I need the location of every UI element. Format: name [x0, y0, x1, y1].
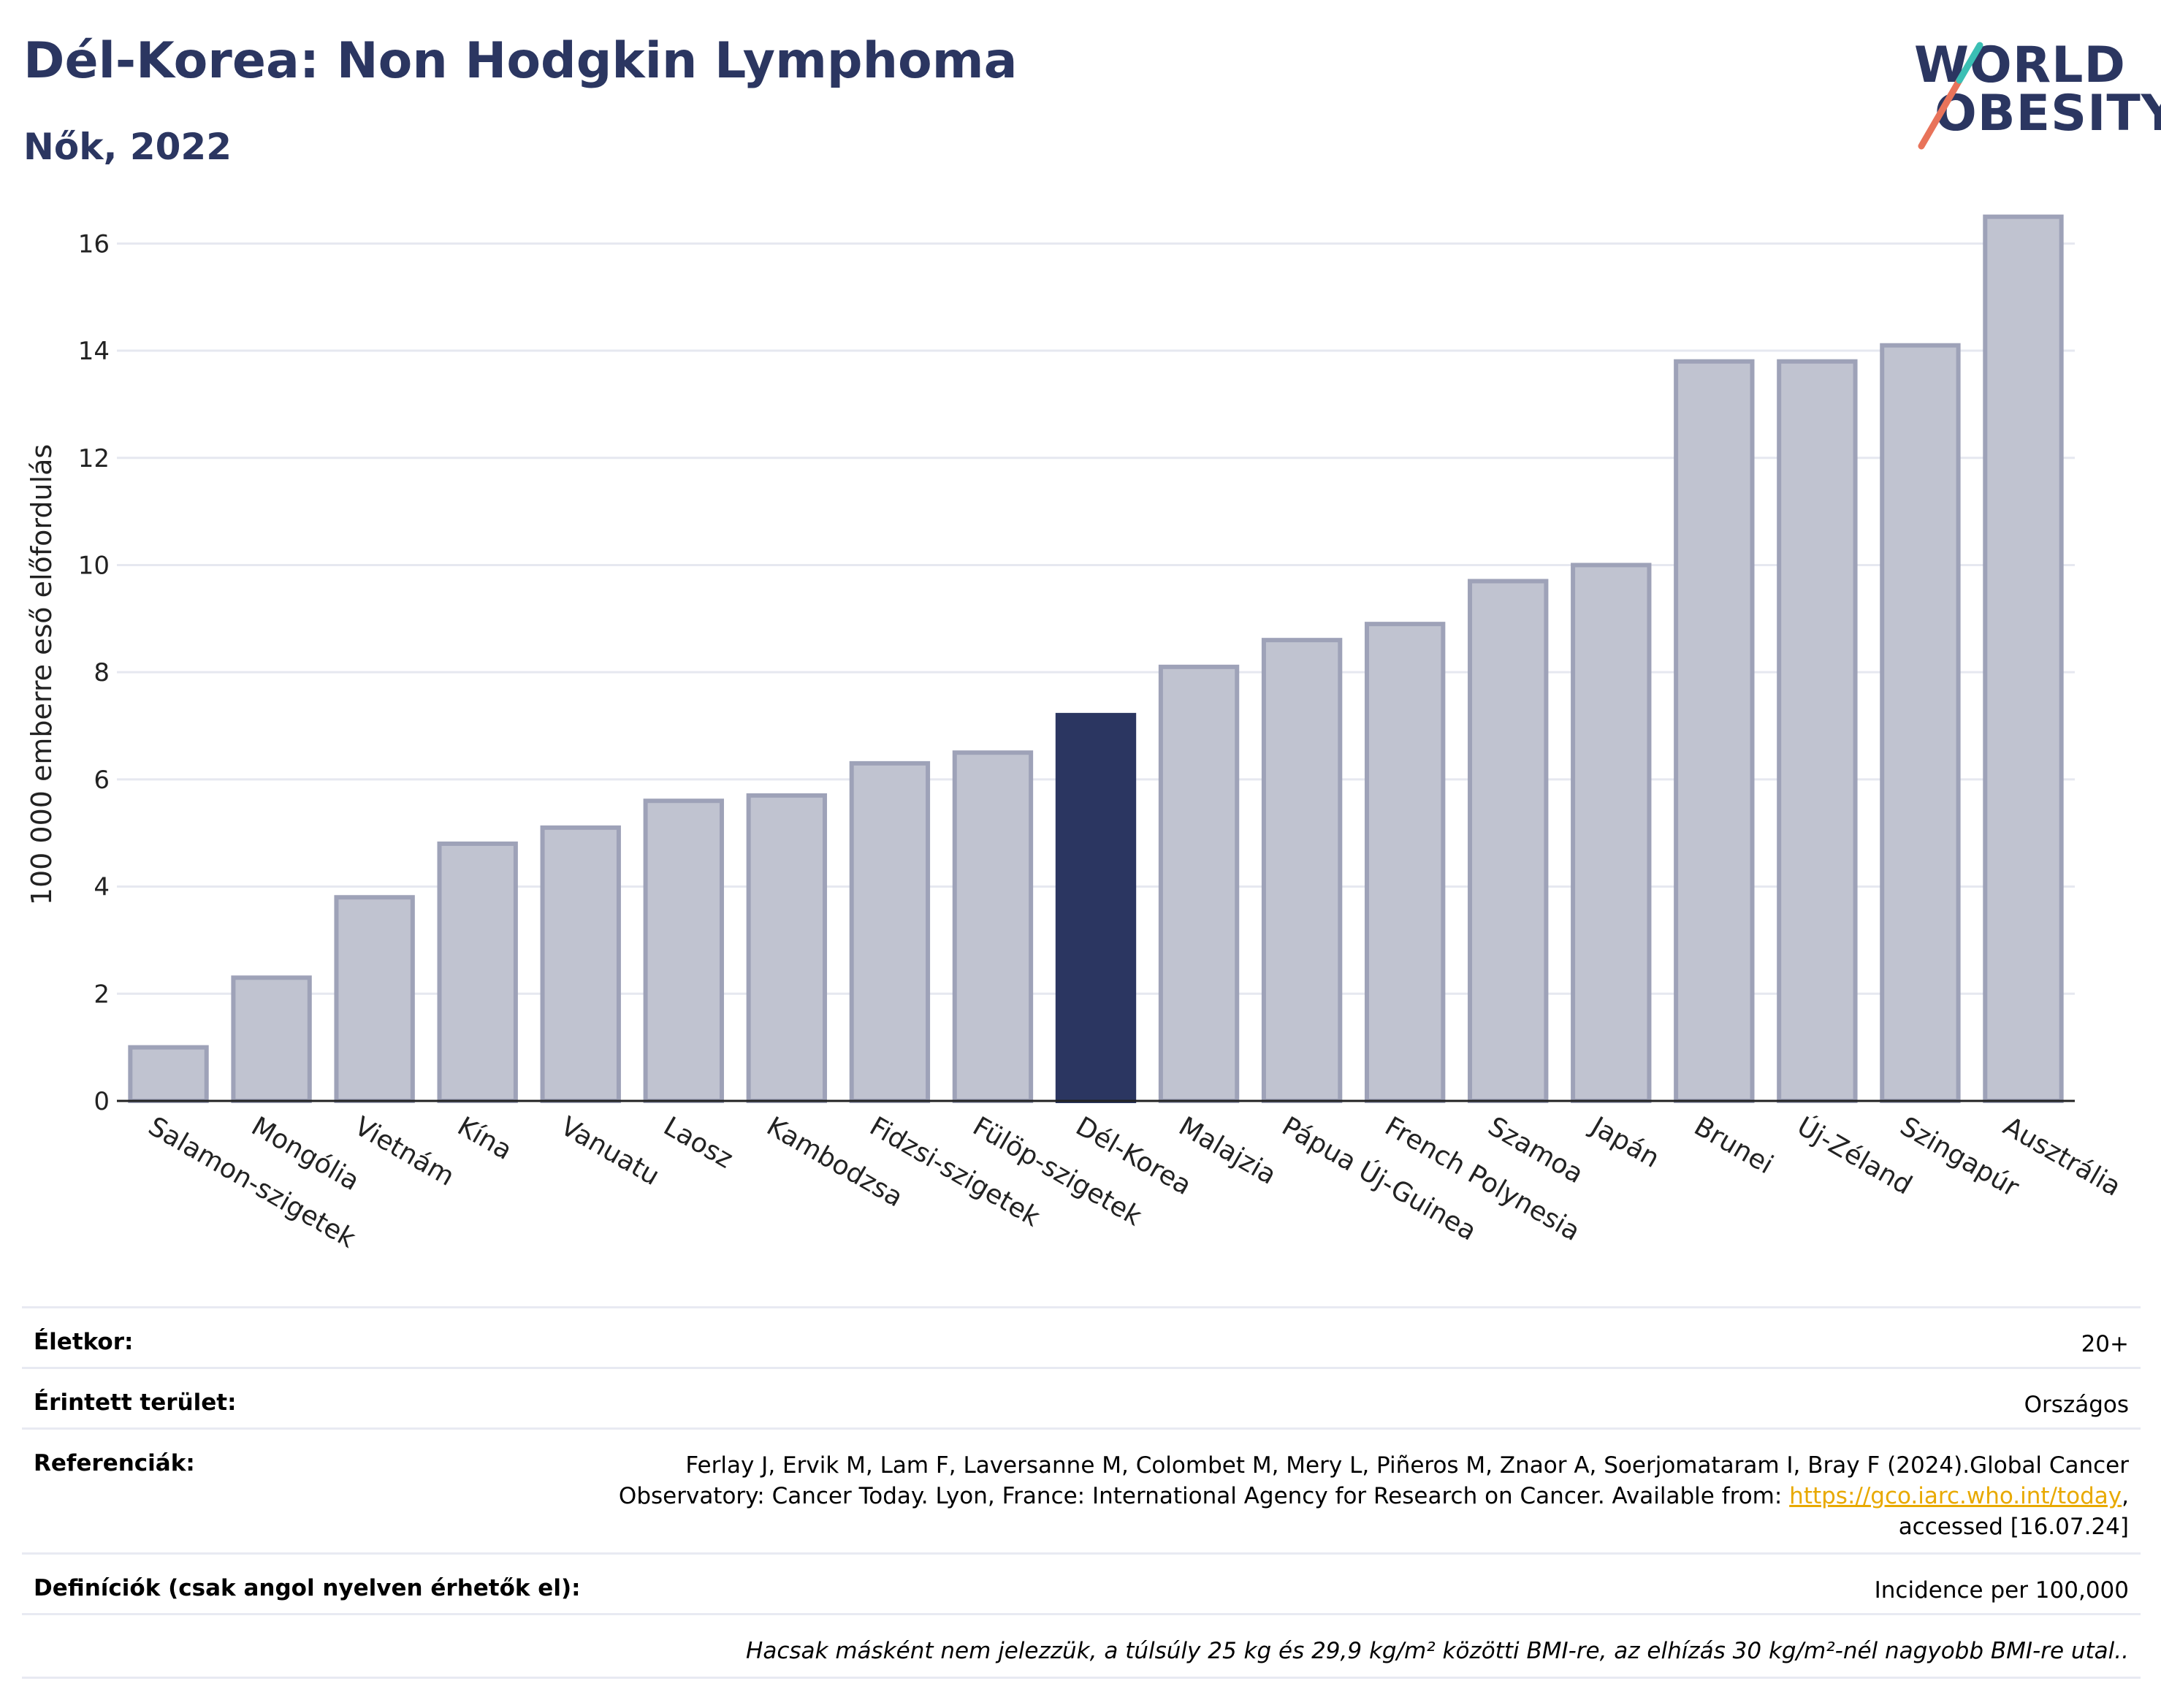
bar-6[interactable]: [746, 793, 828, 1103]
y-tick-label: 12: [78, 444, 110, 473]
y-tick-label: 14: [78, 337, 110, 366]
y-tick-label: 8: [94, 658, 110, 687]
page-subtitle: Nők, 2022: [23, 126, 232, 168]
bar-1[interactable]: [231, 975, 312, 1103]
bar-9[interactable]: [1055, 712, 1137, 1103]
meta-row-age: Életkor: 20+: [22, 1306, 2141, 1367]
y-tick-label: 6: [94, 766, 110, 795]
page-title: Dél-Korea: Non Hodgkin Lymphoma: [23, 32, 1018, 90]
reference-line-2-end: ,: [2122, 1483, 2129, 1509]
bar-13[interactable]: [1468, 579, 1549, 1103]
x-tick-label: Kína: [452, 1111, 517, 1166]
x-tick-label: Fülöp-szigetek: [967, 1111, 1146, 1232]
reference-line-1: Ferlay J, Ervik M, Lam F, Laversanne M, …: [685, 1452, 2129, 1479]
bar-4[interactable]: [540, 825, 621, 1104]
bar-chart: 0 2 4 6 8 10 12 14 16 Salamon-szigetekMongóliaVi…: [26, 214, 2126, 1254]
footnote: Hacsak másként nem jelezzük, a túlsúly 2…: [746, 1638, 2129, 1664]
x-tick-label: Új-Zéland: [1792, 1110, 1918, 1200]
definitions-value: Incidence per 100,000: [1874, 1577, 2129, 1604]
bar-18[interactable]: [1983, 214, 2064, 1103]
bar-17[interactable]: [1880, 343, 1961, 1104]
y-tick-label: 2: [94, 980, 110, 1009]
x-tick-label: Vanuatu: [555, 1111, 664, 1192]
x-tick-label: Vietnám: [349, 1111, 459, 1192]
logo-text-world: WORLD: [1914, 37, 2126, 94]
y-tick-label: 0: [94, 1087, 110, 1116]
y-tick-label: 4: [94, 873, 110, 902]
bar-12[interactable]: [1364, 622, 1446, 1103]
references-label: Referenciák:: [34, 1450, 195, 1476]
x-tick-label: Fidzsi-szigetek: [864, 1111, 1045, 1232]
meta-row-area: Érintett terület: Országos: [22, 1367, 2141, 1427]
bar-15[interactable]: [1674, 359, 1755, 1103]
logo-slash-icon: [1918, 42, 1983, 150]
age-value: 20+: [2081, 1331, 2129, 1357]
references-value: Ferlay J, Ervik M, Lam F, Laversanne M, …: [619, 1450, 2129, 1542]
meta-row-note: Hacsak másként nem jelezzük, a túlsúly 2…: [22, 1613, 2141, 1679]
x-tick-label: Japán: [1585, 1110, 1664, 1174]
reference-line-3: accessed [16.07.24]: [1898, 1514, 2129, 1540]
age-label: Életkor:: [34, 1329, 134, 1355]
x-tick-label: Laosz: [658, 1111, 738, 1174]
bar-11[interactable]: [1261, 638, 1343, 1103]
bar-3[interactable]: [437, 841, 518, 1103]
area-value: Országos: [2024, 1392, 2129, 1418]
bar-14[interactable]: [1571, 563, 1652, 1103]
bar-10[interactable]: [1158, 664, 1240, 1103]
logo-text-obesity: OBESITY: [1935, 85, 2161, 142]
bar-2[interactable]: [334, 895, 415, 1103]
metadata-table: Életkor: 20+ Érintett terület: Országos …: [22, 1306, 2141, 1679]
chart-bars: [128, 214, 2064, 1104]
definitions-label: Definíciók (csak angol nyelven érhetők e…: [34, 1575, 581, 1601]
bar-16[interactable]: [1777, 359, 1858, 1103]
y-tick-label: 10: [78, 551, 110, 580]
meta-row-references: Referenciák: Ferlay J, Ervik M, Lam F, L…: [22, 1427, 2141, 1552]
y-axis-label: 100 000 emberre eső előfordulás: [26, 444, 58, 905]
y-tick-label: 16: [78, 229, 110, 259]
x-tick-label: Pápua Új-Guinea: [1277, 1110, 1482, 1246]
bar-5[interactable]: [643, 798, 724, 1103]
x-tick-label: Brunei: [1689, 1111, 1778, 1180]
bar-7[interactable]: [849, 760, 931, 1103]
x-tick-label: Ausztrália: [1998, 1111, 2126, 1202]
y-axis-ticks: 0 2 4 6 8 10 12 14 16: [78, 229, 110, 1116]
bar-0[interactable]: [128, 1045, 209, 1104]
meta-row-definitions: Definíciók (csak angol nyelven érhetők e…: [22, 1552, 2141, 1613]
area-label: Érintett terület:: [34, 1389, 237, 1416]
bar-8[interactable]: [952, 750, 1034, 1104]
world-obesity-logo: WORLD OBESITY: [1899, 29, 2161, 161]
reference-link[interactable]: https://gco.iarc.who.int/today: [1789, 1483, 2122, 1509]
reference-line-2: Observatory: Cancer Today. Lyon, France:…: [618, 1483, 1790, 1509]
